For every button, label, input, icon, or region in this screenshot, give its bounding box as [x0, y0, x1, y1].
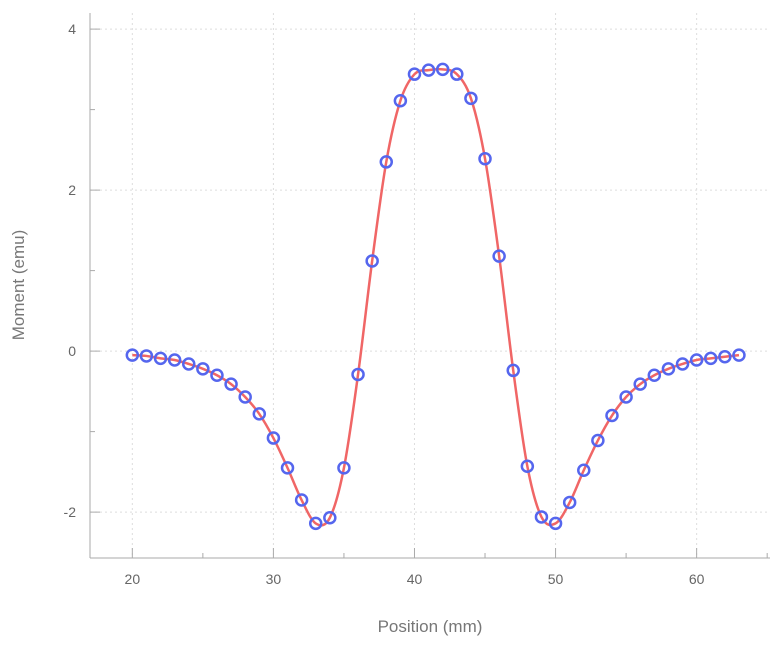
- fit-line: [132, 67, 740, 527]
- data-point: [351, 367, 365, 382]
- data-point: [520, 459, 535, 473]
- data-point: [280, 461, 295, 475]
- data-point: [534, 510, 549, 524]
- x-tick-label: 40: [407, 571, 423, 587]
- x-axis-label: Position (mm): [378, 617, 483, 636]
- data-point: [308, 516, 323, 531]
- data-point: [689, 353, 704, 367]
- data-point: [421, 63, 436, 77]
- data-point: [294, 493, 309, 507]
- y-tick-label: 4: [68, 21, 76, 37]
- x-tick-label: 30: [266, 571, 282, 587]
- data-point: [252, 407, 267, 421]
- data-point: [577, 463, 591, 478]
- data-point: [605, 408, 619, 423]
- data-points-series: [125, 62, 746, 531]
- fit-line-series: [132, 67, 740, 527]
- data-point: [139, 349, 154, 363]
- data-point: [619, 390, 633, 404]
- data-point: [464, 91, 478, 106]
- data-point: [182, 357, 196, 371]
- y-tick-label: 0: [68, 343, 76, 359]
- data-point: [506, 363, 520, 378]
- data-point: [633, 377, 647, 391]
- data-point: [238, 390, 252, 404]
- data-point: [562, 495, 577, 510]
- y-axis-ticks: -2 0 2 4: [64, 21, 100, 520]
- axes: [89, 13, 770, 559]
- data-point: [393, 93, 408, 108]
- y-axis-label: Moment (emu): [9, 230, 28, 341]
- data-point: [153, 351, 168, 366]
- x-axis-ticks: 20 30 40 50 60: [125, 548, 768, 587]
- data-point: [125, 348, 140, 362]
- x-tick-label: 60: [689, 571, 705, 587]
- data-point: [224, 377, 238, 391]
- data-point: [492, 249, 506, 263]
- data-point: [379, 155, 394, 169]
- y-tick-label: -2: [64, 504, 77, 520]
- data-point: [266, 431, 281, 445]
- data-point: [591, 433, 605, 448]
- y-tick-label: 2: [68, 182, 76, 198]
- data-point: [675, 357, 690, 371]
- data-point: [732, 348, 746, 362]
- data-point: [210, 368, 224, 383]
- data-point: [407, 67, 422, 81]
- data-point: [323, 510, 337, 525]
- data-point: [167, 353, 182, 367]
- grid: [90, 13, 770, 558]
- x-tick-label: 50: [548, 571, 564, 587]
- data-point: [548, 516, 563, 531]
- data-point: [196, 362, 210, 376]
- data-point: [718, 349, 732, 364]
- data-point: [435, 62, 450, 77]
- data-point: [647, 368, 662, 383]
- data-point: [337, 461, 351, 475]
- data-point: [661, 362, 676, 376]
- data-point: [478, 151, 492, 166]
- data-point: [365, 254, 379, 268]
- x-tick-label: 20: [125, 571, 141, 587]
- data-point: [450, 67, 464, 81]
- data-point: [703, 351, 718, 366]
